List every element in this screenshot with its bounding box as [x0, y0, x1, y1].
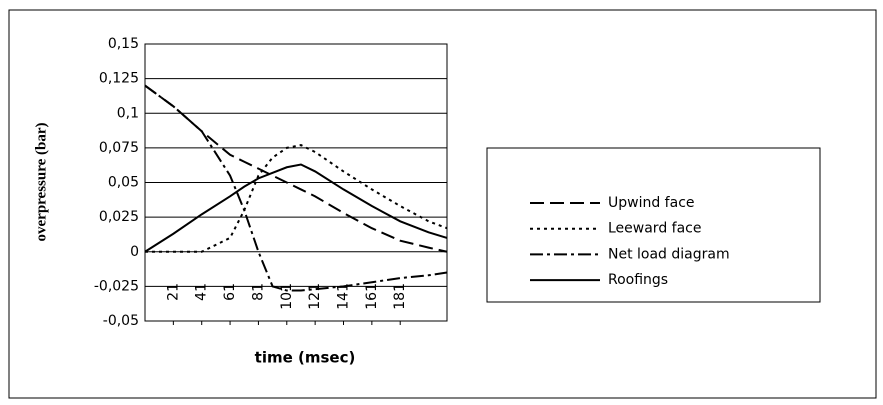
y-tick-label: 0,125: [99, 71, 139, 87]
legend-label: Roofings: [608, 272, 668, 288]
series-line: [144, 84, 448, 253]
x-tick-label: 21: [165, 283, 181, 301]
legend-label: Upwind face: [608, 195, 695, 211]
y-tick-label: 0,1: [117, 105, 139, 121]
x-tick-label: 121: [307, 283, 323, 310]
x-tick-label: 81: [250, 283, 266, 301]
y-tick-label: -0,05: [103, 313, 139, 329]
y-axis-title: overpressure (bar): [33, 122, 49, 241]
x-tick-label: 181: [392, 283, 408, 310]
x-tick-labels: 21 41 61 81 101 121 141 161 181: [165, 283, 408, 310]
x-tick-label: 161: [364, 283, 380, 310]
y-tick-label: 0,075: [99, 140, 139, 156]
legend-label: Leeward face: [608, 221, 701, 237]
plot-frame: [144, 43, 448, 322]
legend-label: Net load diagram: [608, 246, 730, 262]
x-tick-label: 41: [194, 283, 210, 301]
series-line: [145, 144, 448, 253]
x-axis-title: time (msec): [255, 349, 356, 367]
y-tick-label: 0,15: [108, 36, 139, 52]
y-tick-label: 0,025: [99, 209, 139, 225]
y-tick-label: 0: [130, 244, 139, 260]
x-tick-label: 141: [335, 283, 351, 310]
x-tick-label: 61: [222, 283, 238, 301]
y-tick-label: -0,025: [94, 278, 139, 294]
legend-box: [486, 147, 821, 303]
series-line: [144, 84, 448, 292]
y-tick-label: 0,05: [108, 175, 139, 191]
series-line: [144, 163, 448, 253]
x-tick-label: 101: [279, 283, 295, 310]
